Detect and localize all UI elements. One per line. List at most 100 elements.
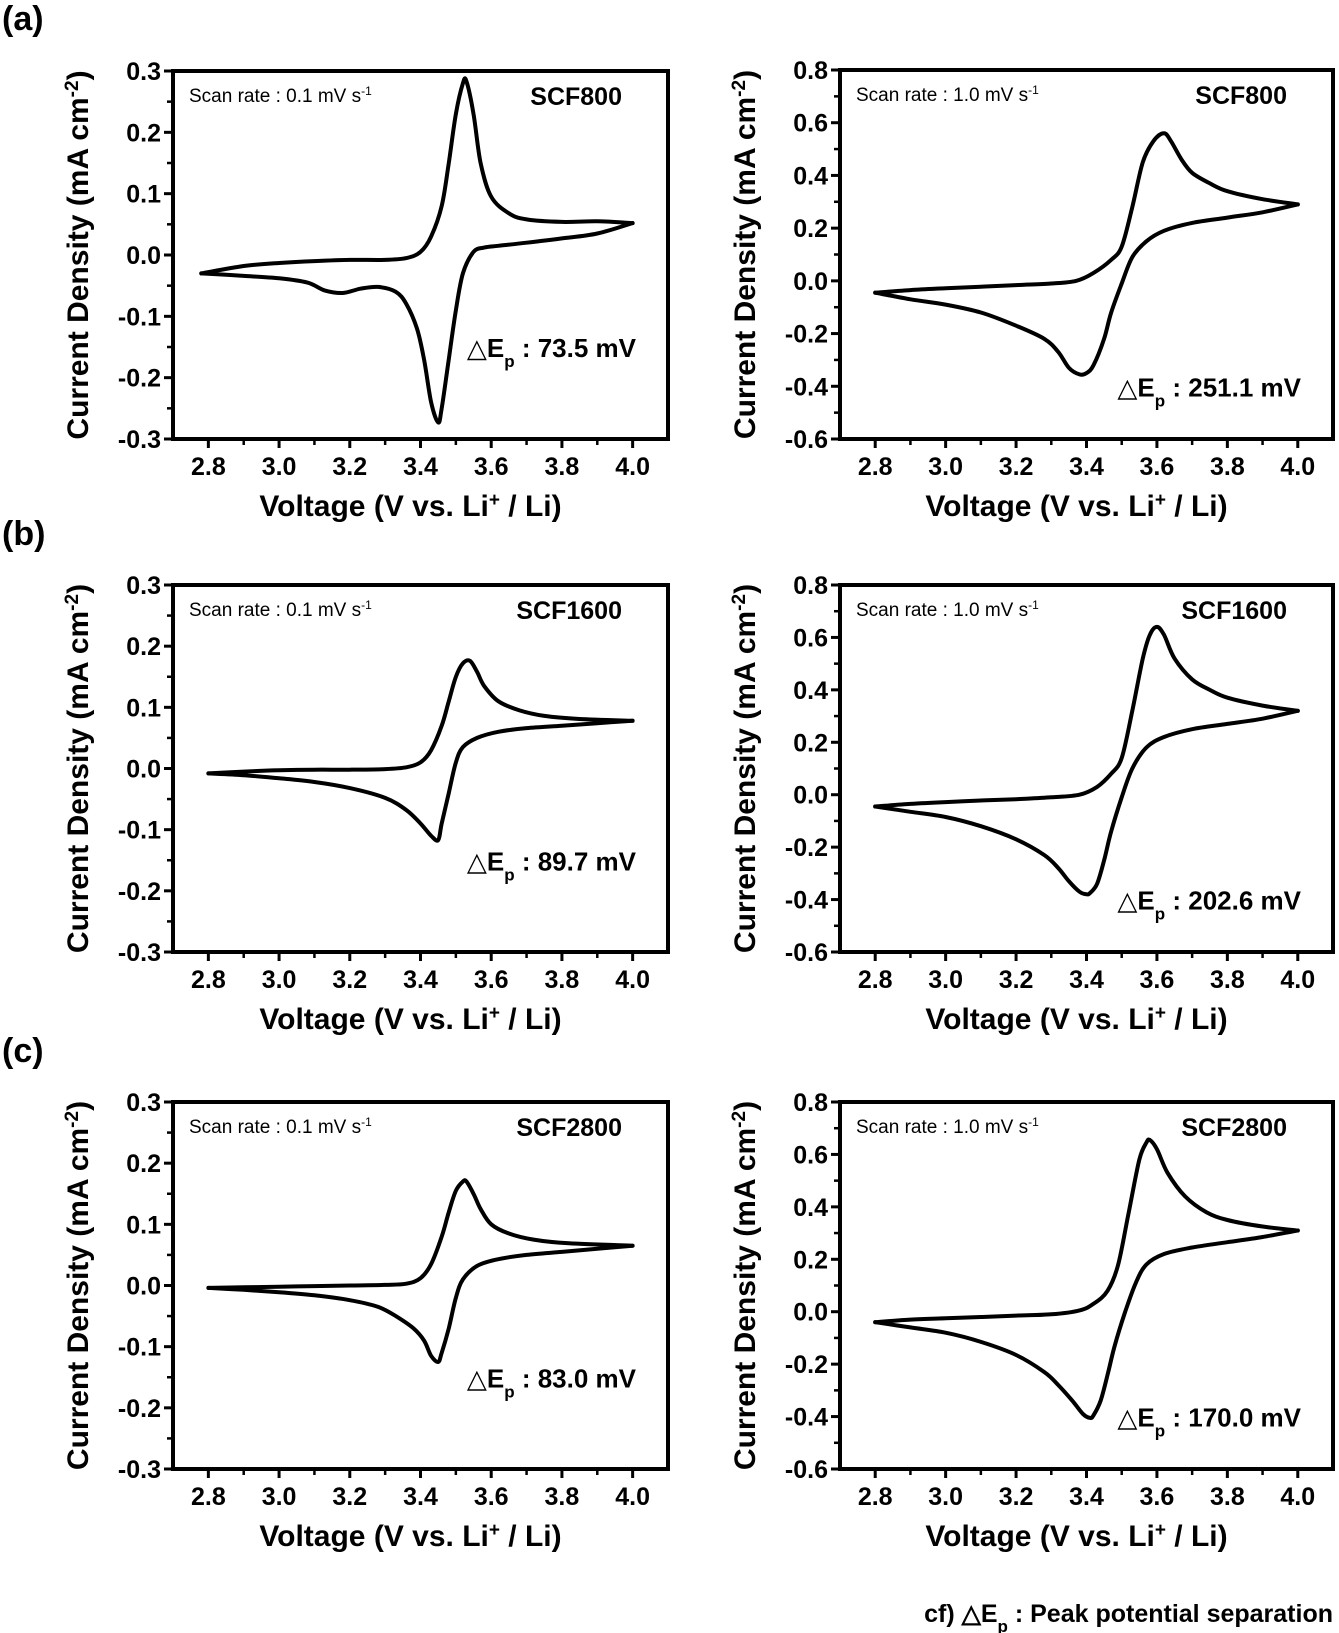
x-axis-title-end: / Li) [500, 490, 562, 523]
y-axis-title-sup: -2 [62, 1111, 83, 1128]
x-tick-label: 4.0 [1280, 966, 1315, 994]
x-tick-label: 2.8 [191, 453, 226, 481]
x-axis-title: Voltage (V vs. Li+ / Li) [925, 1003, 1227, 1037]
y-tick-label: 0.2 [793, 215, 828, 243]
y-axis-title-end: ) [729, 70, 762, 80]
y-axis-title-main: Current Density (mA cm [62, 1128, 95, 1470]
delta-ep-label: △Ep : 89.7 mV [467, 846, 637, 884]
cv-curve-cathodic [873, 202, 1300, 377]
y-tick-label: -0.3 [118, 939, 161, 967]
x-axis-title: Voltage (V vs. Li+ / Li) [259, 1003, 561, 1037]
x-tick-label: 2.8 [858, 453, 893, 481]
delta-e-sub: p [504, 865, 514, 884]
y-tick-label: -0.6 [785, 426, 828, 454]
y-tick-label: 0.4 [793, 1194, 828, 1222]
y-tick-label: 0.3 [126, 572, 161, 600]
scan-rate-text: Scan rate : 1.0 mV s [856, 600, 1028, 621]
x-tick-label: 3.0 [928, 453, 963, 481]
scan-rate-label: Scan rate : 1.0 mV s-1 [856, 598, 1039, 621]
x-axis-title-sup: + [489, 490, 500, 511]
y-tick-label: 0.0 [793, 268, 828, 296]
cv-curve-cathodic [873, 1228, 1300, 1420]
x-tick-label: 3.0 [262, 453, 297, 481]
x-tick-label: 3.2 [332, 1483, 367, 1511]
x-tick-label: 3.6 [474, 1483, 509, 1511]
footnote-delta-e: △E [961, 1600, 998, 1628]
delta-ep-label: △Ep : 251.1 mV [1117, 372, 1301, 410]
scan-rate-sup: -1 [361, 1115, 372, 1129]
x-tick-label: 4.0 [615, 453, 650, 481]
y-axis-title-end: ) [62, 70, 95, 80]
footnote: cf) △Ep : Peak potential separation [924, 1600, 1333, 1633]
y-tick-label: 0.6 [793, 110, 828, 138]
y-axis-title-end: ) [729, 1101, 762, 1111]
scan-rate-text: Scan rate : 1.0 mV s [856, 1117, 1028, 1138]
x-axis-title-main: Voltage (V vs. Li [259, 490, 489, 523]
sample-name-label: SCF1600 [516, 597, 622, 625]
delta-icon: △ [467, 333, 487, 363]
y-axis-title-main: Current Density (mA cm [62, 97, 95, 439]
x-tick-label: 3.4 [403, 966, 438, 994]
cv-curve-anodic [873, 1137, 1300, 1325]
x-tick-label: 3.0 [928, 1483, 963, 1511]
x-tick-label: 3.8 [545, 1483, 580, 1511]
y-tick-label: 0.1 [126, 694, 161, 722]
y-tick-label: -0.6 [785, 939, 828, 967]
y-tick-label: -0.1 [118, 817, 161, 845]
x-axis-title-main: Voltage (V vs. Li [259, 1520, 489, 1553]
x-axis-title-end: / Li) [500, 1520, 562, 1553]
y-tick-label: -0.4 [785, 887, 828, 915]
footnote-sub: p [998, 1617, 1008, 1633]
y-axis-title-sup: -2 [729, 1111, 750, 1128]
delta-e-text: E [487, 1363, 504, 1393]
x-axis-title: Voltage (V vs. Li+ / Li) [925, 490, 1227, 524]
scan-rate-text: Scan rate : 0.1 mV s [189, 600, 361, 621]
delta-ep-label: △Ep : 73.5 mV [467, 333, 637, 371]
cv-plot-row-1-right: 2.8 3.0 3.2 3.4 3.6 3.8 4.0 -0.6 -0.4 -0.2 0.0 0.2 0… [729, 57, 1335, 524]
x-tick-label: 2.8 [191, 966, 226, 994]
delta-ep-label: △Ep : 83.0 mV [467, 1363, 637, 1401]
panel-label-a: (a) [2, 0, 44, 38]
x-axis-title-main: Voltage (V vs. Li [259, 1003, 489, 1036]
y-tick-label: 0.8 [793, 1089, 828, 1117]
x-tick-label: 3.6 [1140, 1483, 1175, 1511]
y-tick-label: -0.4 [785, 1404, 828, 1432]
y-axis-title-main: Current Density (mA cm [62, 611, 95, 953]
y-axis-title-end: ) [729, 584, 762, 594]
x-tick-label: 3.6 [474, 966, 509, 994]
x-tick-label: 3.4 [1069, 966, 1104, 994]
y-tick-label: -0.2 [118, 365, 161, 393]
delta-e-text: E [487, 846, 504, 876]
x-axis-title-main: Voltage (V vs. Li [925, 490, 1155, 523]
scan-rate-text: Scan rate : 1.0 mV s [856, 85, 1028, 106]
cv-plot-row-1-left: 2.8 3.0 3.2 3.4 3.6 3.8 4.0 -0.3 -0.2 -0.1 0.0 0.1 0… [62, 58, 670, 523]
y-tick-label: 0.2 [126, 633, 161, 661]
sample-name-label: SCF2800 [516, 1114, 622, 1142]
x-tick-label: 3.8 [1210, 1483, 1245, 1511]
y-tick-label: 0.8 [793, 57, 828, 85]
delta-icon: △ [1117, 886, 1137, 916]
x-tick-label: 2.8 [191, 1483, 226, 1511]
y-axis-title: Current Density (mA cm-2) [729, 584, 763, 953]
delta-e-text: E [1137, 1403, 1154, 1433]
delta-icon: △ [1117, 1403, 1137, 1433]
x-tick-label: 4.0 [615, 966, 650, 994]
x-axis-title-sup: + [1155, 1520, 1166, 1541]
y-axis-title: Current Density (mA cm-2) [62, 1101, 96, 1470]
cv-curve-anodic [206, 1178, 635, 1290]
x-tick-label: 3.6 [1140, 966, 1175, 994]
cv-curve-cathodic [873, 708, 1300, 897]
x-tick-label: 3.8 [545, 966, 580, 994]
y-tick-label: -0.6 [785, 1456, 828, 1484]
x-axis-title: Voltage (V vs. Li+ / Li) [259, 1520, 561, 1554]
y-tick-label: -0.3 [118, 1456, 161, 1484]
y-axis-title-end: ) [62, 584, 95, 594]
y-tick-label: -0.2 [785, 834, 828, 862]
x-tick-label: 3.0 [262, 1483, 297, 1511]
x-tick-label: 3.2 [332, 966, 367, 994]
delta-e-sub: p [504, 352, 514, 371]
scan-rate-label: Scan rate : 1.0 mV s-1 [856, 1115, 1039, 1138]
sample-name-label: SCF2800 [1181, 1114, 1287, 1142]
sample-name-label: SCF800 [530, 83, 622, 111]
